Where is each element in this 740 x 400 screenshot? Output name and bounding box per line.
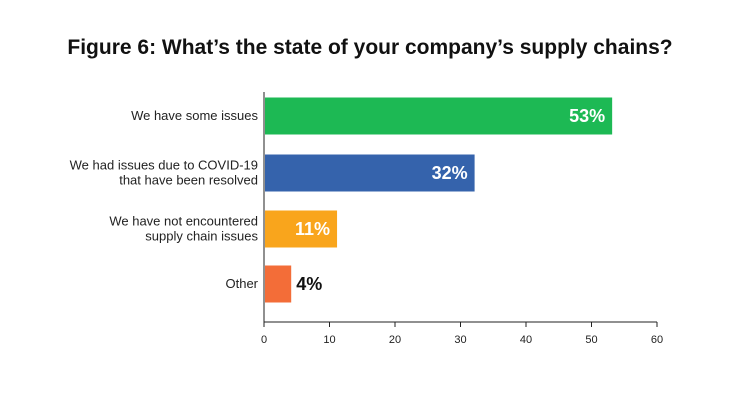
x-tick-label-10: 10 (323, 334, 335, 346)
x-tick-label-20: 20 (389, 334, 401, 346)
x-tick-label-0: 0 (261, 334, 267, 346)
category-label-2-line-1: We had issues due to COVID-19 (70, 158, 258, 173)
x-tick-label-60: 60 (651, 334, 663, 346)
category-label-1: We have some issues (131, 108, 258, 123)
data-label-4: 4% (296, 274, 322, 294)
data-label-2: 32% (432, 163, 468, 183)
chart-title: Figure 6: What’s the state of your compa… (67, 36, 673, 59)
bar-1 (265, 97, 613, 135)
x-tick-label-30: 30 (454, 334, 466, 346)
bar-2 (265, 154, 475, 192)
data-label-3: 11% (295, 219, 330, 239)
category-label-3-line-2: supply chain issues (145, 229, 258, 244)
bar-4 (265, 265, 292, 303)
category-label-4: Other (225, 276, 258, 291)
bar-3 (265, 210, 338, 248)
category-label-3-line-1: We have not encountered (109, 214, 258, 229)
category-label-2-line-2: that have been resolved (119, 173, 258, 188)
x-tick-label-40: 40 (520, 334, 532, 346)
x-tick-label-50: 50 (585, 334, 597, 346)
data-label-1: 53% (569, 106, 605, 126)
